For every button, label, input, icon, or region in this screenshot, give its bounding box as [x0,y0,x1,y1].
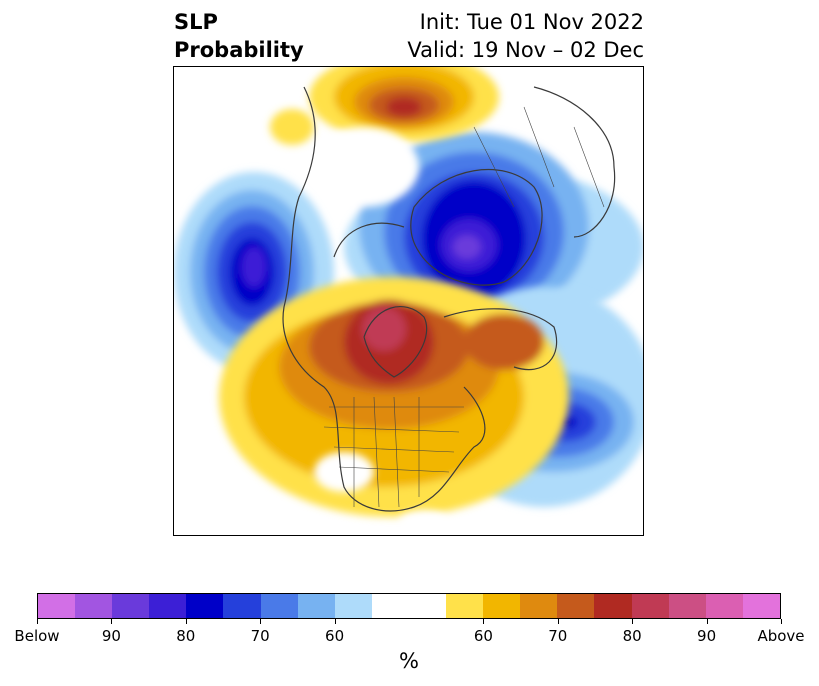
colorbar-tick-label: Below [14,627,60,645]
colorbar-tick-mark [706,619,708,624]
colorbar-segment [668,594,706,618]
title-line-2: Probability [174,38,304,62]
map-title: SLP Probability [174,8,304,64]
colorbar-segment [297,594,335,618]
colorbar-segment [260,594,298,618]
init-date: Init: Tue 01 Nov 2022 [419,10,644,34]
colorbar-segment [38,594,76,618]
colorbar-tick-label: 70 [250,627,270,645]
colorbar-tick-label: 80 [176,627,196,645]
colorbar-segment [334,594,372,618]
colorbar-segment [594,594,632,618]
colorbar-segment [75,594,113,618]
neutral-areas [309,127,449,534]
colorbar-segment [631,594,669,618]
colorbar-tick-label: 90 [101,627,121,645]
map-graphic [174,67,643,534]
colorbar-segment [742,594,780,618]
colorbar-segment [705,594,743,618]
title-line-1: SLP [174,10,218,34]
colorbar-segment [557,594,595,618]
colorbar-tick-label: 60 [325,627,345,645]
colorbar-tick-mark [334,619,336,624]
colorbar-tick-mark [185,619,187,624]
colorbar-tick-label: 60 [473,627,493,645]
colorbar-segment [112,594,150,618]
valid-period: Valid: 19 Nov – 02 Dec [407,38,644,62]
colorbar-tick-mark [260,619,262,624]
colorbar-segment [446,594,484,618]
colorbar-tick-label: 80 [622,627,642,645]
europe-high-contours [270,67,499,145]
colorbar-tick-label: 90 [697,627,717,645]
colorbar-tick-mark [632,619,634,624]
colorbar-segment [223,594,261,618]
colorbar-tick-mark [781,619,782,624]
colorbar-tick-mark [483,619,485,624]
colorbar-segment [408,594,447,618]
colorbar-tick-mark [37,619,38,624]
colorbar-tick-label: 70 [548,627,568,645]
coastlines [282,86,616,512]
colorbar-tick-mark [557,619,559,624]
colorbar-tick-label: Above [757,627,805,645]
probability-map [173,66,644,536]
colorbar-segment [483,594,521,618]
unit-label: % [399,649,419,673]
political-borders [323,106,605,508]
colorbar-segment [371,594,409,618]
colorbar-segment [520,594,558,618]
colorbar-segment [186,594,224,618]
colorbar-tick-mark [111,619,113,624]
colorbar [37,593,781,619]
colorbar-segment [149,594,187,618]
forecast-dates: Init: Tue 01 Nov 2022 Valid: 19 Nov – 02… [407,8,644,64]
